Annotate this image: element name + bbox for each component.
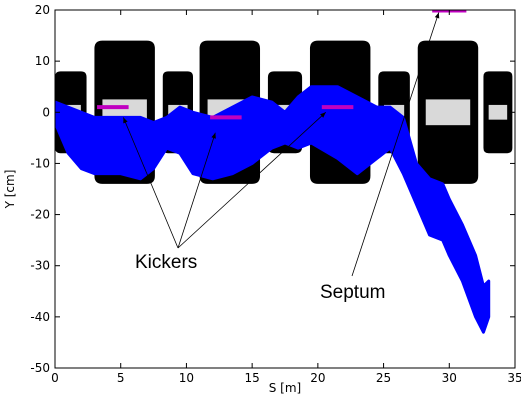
annotation-arrow-line (122, 117, 179, 249)
x-tick-label: 0 (51, 371, 59, 385)
x-tick-label: 35 (507, 371, 521, 385)
y-tick-label: -10 (30, 156, 50, 170)
y-tick-label: -50 (30, 361, 50, 375)
x-tick-label: 30 (442, 371, 457, 385)
axis-ticks: 0 5 10 15 20 25 30 35 -50 -40 -30 -20 -10 0 10 20 (30, 3, 521, 385)
y-tick-label: -40 (30, 310, 50, 324)
y-tick-label: -30 (30, 259, 50, 273)
y-tick-label: 20 (35, 3, 50, 17)
y-axis-label: Y [cm] (3, 170, 17, 210)
x-tick-label: 25 (376, 371, 391, 385)
annotation-arrowhead (434, 12, 440, 19)
plot-frame (54, 9, 516, 369)
x-tick-label: 15 (245, 371, 260, 385)
annotation-label: Septum (320, 282, 385, 303)
annotation-arrowhead (123, 117, 128, 124)
x-tick-label: 5 (117, 371, 125, 385)
plot-area (55, 10, 513, 334)
annotation-label: Kickers (135, 252, 197, 273)
aperture-gap-8 (488, 104, 508, 120)
y-tick-label: 10 (35, 54, 50, 68)
annotation-arrow-line (177, 111, 327, 249)
y-tick-label: 0 (42, 105, 50, 119)
y-tick-label: -20 (30, 208, 50, 222)
aperture-gap-7 (425, 99, 471, 126)
x-tick-label: 20 (310, 371, 325, 385)
annotations: Kickers Septum (122, 12, 440, 303)
x-tick-label: 10 (179, 371, 194, 385)
annotation-arrowhead (320, 112, 326, 118)
annotation-arrowhead (211, 132, 216, 139)
x-axis-label: S [m] (269, 381, 301, 395)
annotation-arrow-line (351, 12, 440, 277)
annotation-arrow-line (177, 132, 216, 249)
